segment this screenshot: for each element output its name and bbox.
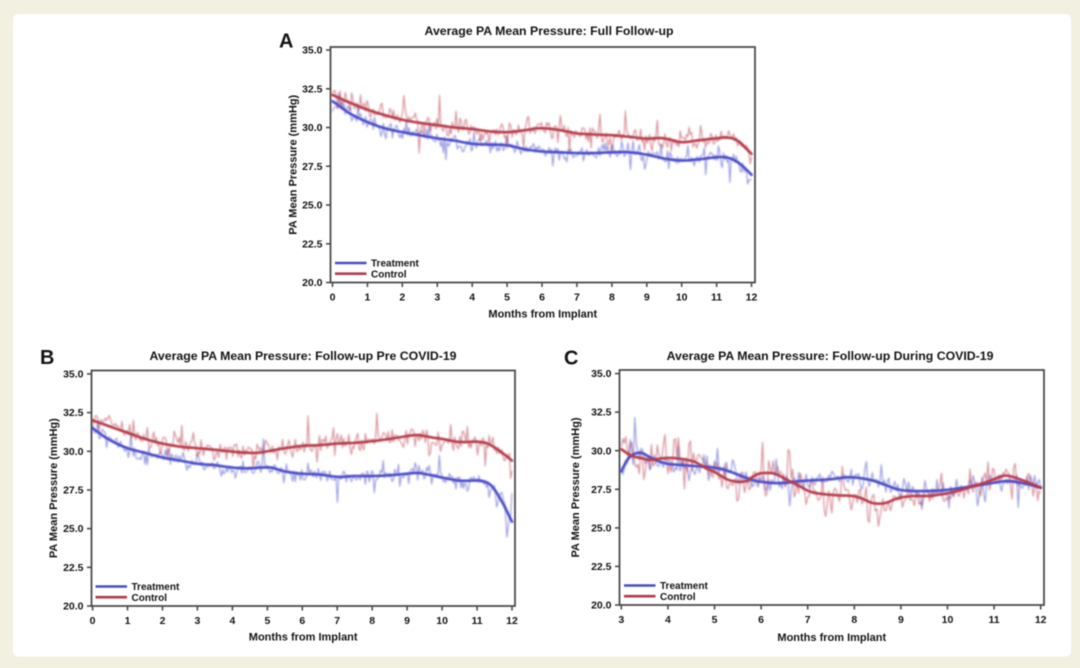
svg-text:5: 5 [504,292,510,304]
svg-text:C: C [564,348,578,370]
svg-text:32.5: 32.5 [63,407,84,419]
svg-text:30.0: 30.0 [302,122,323,134]
svg-text:10: 10 [436,615,448,627]
svg-text:8: 8 [369,615,375,627]
svg-text:22.5: 22.5 [63,562,84,574]
svg-text:35.0: 35.0 [302,45,323,57]
svg-text:9: 9 [898,614,904,626]
svg-text:30.0: 30.0 [591,445,612,457]
svg-text:6: 6 [539,292,545,304]
svg-text:22.5: 22.5 [302,238,323,250]
svg-text:8: 8 [851,614,857,626]
svg-text:7: 7 [805,614,811,626]
svg-text:12: 12 [1035,614,1047,626]
svg-text:Treatment: Treatment [660,581,708,592]
svg-text:5: 5 [712,614,718,626]
svg-text:11: 11 [989,614,1000,626]
svg-text:2: 2 [399,292,405,304]
svg-text:7: 7 [574,292,580,304]
svg-text:3: 3 [194,615,200,627]
svg-text:3: 3 [618,614,624,626]
svg-text:25.0: 25.0 [591,523,612,535]
svg-text:22.5: 22.5 [591,561,612,573]
svg-text:1: 1 [125,615,131,627]
svg-text:9: 9 [404,615,410,627]
svg-text:12: 12 [506,615,518,627]
svg-text:Treatment: Treatment [371,259,419,270]
svg-text:Control: Control [660,592,696,603]
svg-text:12: 12 [746,292,758,304]
svg-text:0: 0 [90,615,96,627]
svg-text:32.5: 32.5 [591,407,612,419]
svg-text:Control: Control [132,593,168,604]
svg-text:10: 10 [942,614,954,626]
svg-text:A: A [279,30,293,52]
svg-text:Months from Implant: Months from Implant [249,632,358,644]
svg-text:25.0: 25.0 [63,523,84,535]
svg-text:Control: Control [371,269,407,280]
svg-text:25.0: 25.0 [302,200,323,212]
svg-text:PA Mean Pressure (mmHg): PA Mean Pressure (mmHg) [48,418,60,558]
svg-text:35.0: 35.0 [63,369,84,381]
svg-text:4: 4 [665,614,671,626]
svg-text:7: 7 [334,615,340,627]
svg-text:0: 0 [330,292,336,304]
svg-text:Average PA Mean Pressure: Full: Average PA Mean Pressure: Full Follow-up [425,24,674,38]
svg-text:Months from Implant: Months from Implant [777,632,886,644]
svg-text:10: 10 [676,292,688,304]
svg-text:Average PA Mean Pressure: Foll: Average PA Mean Pressure: Follow-up Pre … [149,349,456,363]
svg-text:20.0: 20.0 [591,600,612,612]
svg-text:27.5: 27.5 [591,484,612,496]
svg-text:11: 11 [711,292,722,304]
svg-text:6: 6 [299,615,305,627]
svg-text:PA Mean Pressure (mmHg): PA Mean Pressure (mmHg) [288,94,300,234]
svg-text:4: 4 [469,292,475,304]
svg-text:2: 2 [160,615,166,627]
svg-text:27.5: 27.5 [302,161,323,173]
svg-text:Average PA Mean Pressure: Foll: Average PA Mean Pressure: Follow-up Duri… [667,349,994,363]
svg-text:Treatment: Treatment [132,582,180,593]
svg-text:35.0: 35.0 [591,368,612,380]
svg-text:6: 6 [758,614,764,626]
svg-text:5: 5 [264,615,270,627]
svg-text:PA Mean Pressure (mmHg): PA Mean Pressure (mmHg) [570,417,582,557]
svg-text:32.5: 32.5 [302,83,323,95]
svg-text:27.5: 27.5 [63,485,84,497]
svg-text:11: 11 [472,615,483,627]
svg-text:30.0: 30.0 [63,446,84,458]
svg-text:20.0: 20.0 [63,601,84,613]
svg-text:4: 4 [229,615,235,627]
svg-text:20.0: 20.0 [302,277,323,289]
svg-text:B: B [40,347,54,369]
svg-text:3: 3 [434,292,440,304]
svg-text:Months from Implant: Months from Implant [488,309,597,321]
svg-text:8: 8 [609,292,615,304]
svg-text:1: 1 [364,292,370,304]
svg-text:9: 9 [644,292,650,304]
